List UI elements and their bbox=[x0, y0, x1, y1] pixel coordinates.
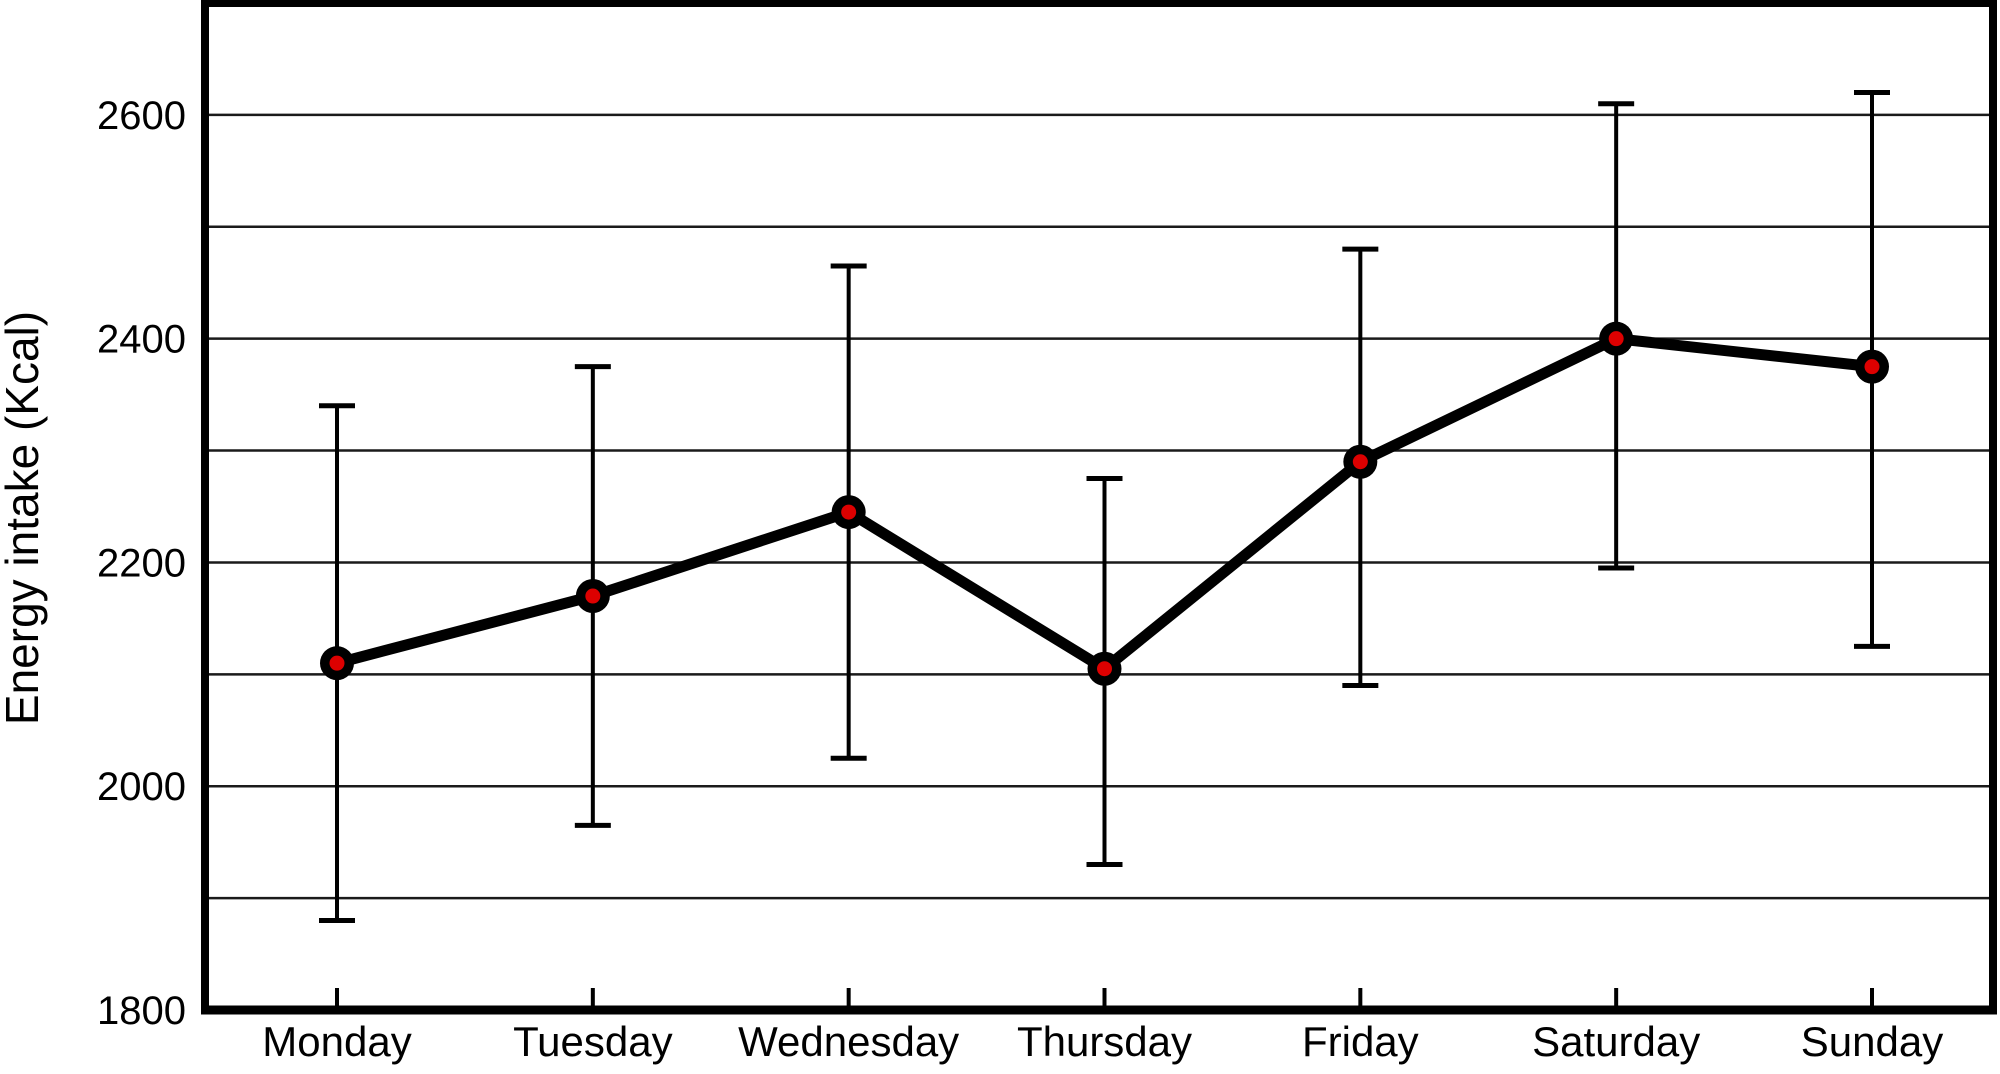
marker-inner bbox=[1352, 454, 1368, 470]
x-ticks-layer bbox=[335, 988, 1874, 1010]
data-point-tuesday bbox=[575, 579, 610, 614]
y-tick-label-2600: 2600 bbox=[97, 94, 186, 138]
y-axis-title: Energy intake (Kcal) bbox=[0, 311, 48, 725]
marker-inner bbox=[1864, 359, 1880, 375]
data-point-thursday bbox=[1087, 651, 1122, 686]
plot-area bbox=[205, 3, 1993, 1010]
x-tick-label-wednesday: Wednesday bbox=[738, 1018, 959, 1065]
data-point-saturday bbox=[1599, 321, 1634, 356]
marker-inner bbox=[841, 504, 857, 520]
plot-border bbox=[201, 0, 1997, 1010]
axis-labels-layer: 1800 2000 2200 2400 2600 Monday Tuesday Wednesd… bbox=[97, 94, 1943, 1065]
y-tick-label-1800: 1800 bbox=[97, 989, 186, 1033]
y-tick-label-2200: 2200 bbox=[97, 541, 186, 585]
data-point-monday bbox=[320, 646, 354, 681]
marker-inner bbox=[585, 588, 601, 604]
x-tick-label-friday: Friday bbox=[1302, 1018, 1419, 1065]
x-tick-label-tuesday: Tuesday bbox=[513, 1018, 673, 1065]
marker-inner bbox=[1608, 331, 1624, 347]
x-tick-label-saturday: Saturday bbox=[1532, 1018, 1700, 1065]
data-point-sunday bbox=[1855, 349, 1889, 384]
x-tick-label-monday: Monday bbox=[262, 1018, 411, 1065]
x-tick-label-thursday: Thursday bbox=[1017, 1018, 1192, 1065]
plot-border-layer bbox=[201, 0, 1997, 1015]
y-tick-label-2000: 2000 bbox=[97, 765, 186, 809]
marker-inner bbox=[329, 655, 345, 671]
data-points-layer bbox=[320, 321, 1889, 686]
data-point-wednesday bbox=[831, 495, 866, 530]
marker-inner bbox=[1097, 661, 1112, 677]
y-tick-label-2400: 2400 bbox=[97, 318, 186, 362]
x-tick-label-sunday: Sunday bbox=[1801, 1018, 1943, 1065]
data-point-friday bbox=[1343, 444, 1378, 479]
